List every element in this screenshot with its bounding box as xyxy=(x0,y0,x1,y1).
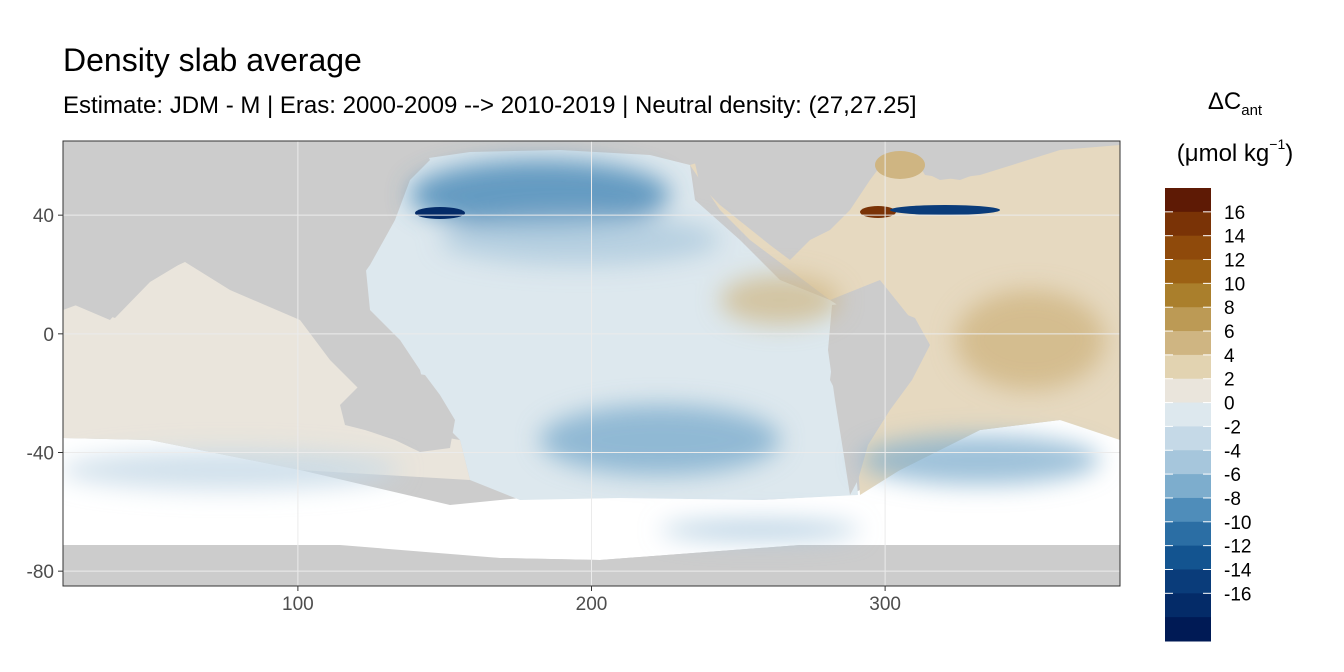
colorbar-label: 12 xyxy=(1224,251,1245,272)
colorbar-label: 8 xyxy=(1224,298,1235,319)
colorbar-swatch xyxy=(1165,235,1211,261)
colorbar-swatch xyxy=(1165,331,1211,356)
legend-title-symbol: ΔCant xyxy=(1160,88,1310,119)
patch-indian-south xyxy=(63,450,400,490)
colorbar-swatch xyxy=(1165,450,1211,475)
land-africa xyxy=(63,141,90,310)
patch-antarctic-shelf xyxy=(660,520,860,540)
colorbar-label: 14 xyxy=(1224,227,1246,248)
patch-kuroshio xyxy=(410,160,670,230)
land-south-america xyxy=(828,300,930,495)
colorbar-label: -8 xyxy=(1224,489,1241,510)
chart-subtitle: Estimate: JDM - M | Eras: 2000-2009 --> … xyxy=(63,92,917,119)
colorbar-swatch xyxy=(1165,593,1211,618)
colorbar-swatch xyxy=(1165,474,1211,499)
colorbar-swatch xyxy=(1165,259,1211,284)
colorbar-swatch xyxy=(1165,426,1211,451)
patch-south-pacific xyxy=(540,405,780,475)
x-tick-label: 100 xyxy=(282,594,314,615)
land-australia xyxy=(340,370,455,452)
colorbar-swatch xyxy=(1165,283,1211,308)
colorbar-swatch xyxy=(1165,569,1211,594)
land-north-america xyxy=(690,141,885,260)
colorbar-label: -2 xyxy=(1224,417,1241,438)
patch-atlantic-trop xyxy=(955,290,1105,390)
colorbar-swatch xyxy=(1165,211,1211,237)
anomaly-patches xyxy=(63,160,1105,540)
colorbar-label: -6 xyxy=(1224,465,1241,486)
patch-labrador xyxy=(875,151,925,179)
colorbar-label: -10 xyxy=(1224,513,1251,534)
y-tick-label: 40 xyxy=(33,206,54,227)
colorbar-swatch xyxy=(1165,354,1211,380)
legend-unit-sup: −1 xyxy=(1269,136,1286,152)
legend-unit-suffix: ) xyxy=(1285,140,1294,167)
colorbar-label: 2 xyxy=(1224,370,1235,391)
x-tick-label: 200 xyxy=(576,594,608,615)
colorbar-swatch xyxy=(1165,307,1211,332)
patch-north-pacific xyxy=(440,215,720,265)
chart-title: Density slab average xyxy=(63,42,362,78)
colorbar-label: -12 xyxy=(1224,537,1251,558)
colorbar-label: -14 xyxy=(1224,560,1252,581)
legend-unit-prefix: (μmol kg xyxy=(1176,140,1270,167)
colorbar-label: -4 xyxy=(1224,441,1241,462)
patch-atlantic-sub xyxy=(720,275,840,325)
colorbar-swatch xyxy=(1165,497,1211,523)
colorbar-label: 10 xyxy=(1224,274,1245,295)
y-tick-label: -80 xyxy=(27,562,54,583)
legend-title-unit: (μmol kg−1) xyxy=(1160,136,1310,168)
colorbar-swatch xyxy=(1165,378,1211,404)
colorbar-label: 0 xyxy=(1224,394,1235,415)
y-tick-label: 0 xyxy=(43,325,54,346)
land-greenland xyxy=(905,141,1040,180)
colorbar-label: 16 xyxy=(1224,203,1245,224)
legend-subscript: ant xyxy=(1241,102,1263,119)
colorbar-label: 4 xyxy=(1224,346,1235,367)
land-asia xyxy=(63,141,430,320)
patch-kuroshio-core xyxy=(415,207,465,219)
y-tick-label: -40 xyxy=(27,444,54,465)
gridlines xyxy=(63,141,1120,586)
patch-south-atlantic xyxy=(860,435,1100,485)
colorbar-label: 6 xyxy=(1224,322,1235,343)
no-data-ocean xyxy=(63,420,1120,560)
patch-gulf-stream-pos xyxy=(860,206,896,218)
x-tick-label: 300 xyxy=(869,594,901,615)
colorbar-swatch xyxy=(1165,402,1211,427)
colorbar-swatch xyxy=(1165,617,1211,642)
legend-symbol: ΔC xyxy=(1207,88,1242,115)
colorbar-swatch xyxy=(1165,521,1211,547)
patch-gulf-stream-neg xyxy=(890,205,1000,215)
colorbar-swatch xyxy=(1165,545,1211,570)
colorbar-swatch xyxy=(1165,188,1211,213)
colorbar-label: -16 xyxy=(1224,584,1251,605)
